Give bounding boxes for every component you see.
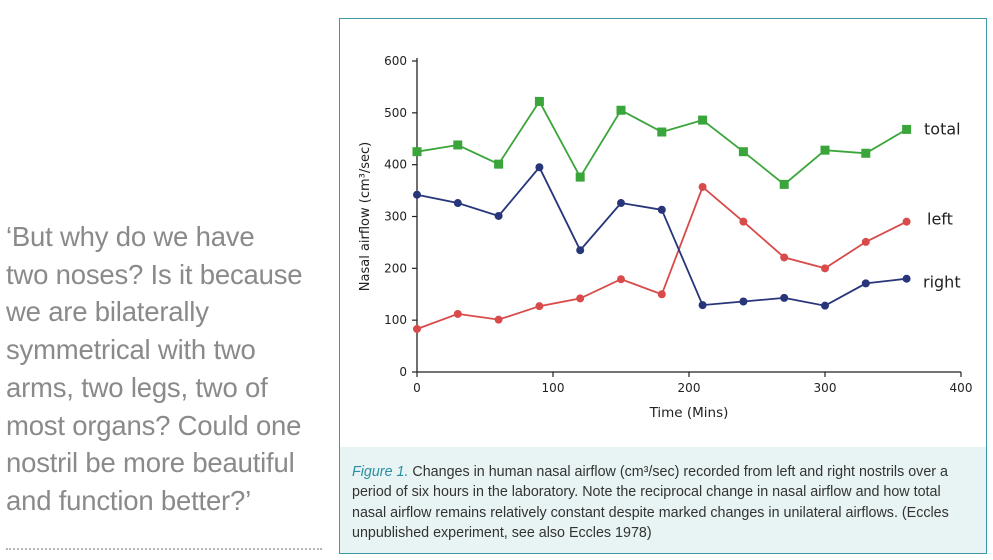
data-point-total [861, 148, 871, 158]
data-point-left [413, 324, 421, 333]
data-point-left [617, 275, 625, 284]
pull-quote-line: ‘But why do we have [6, 221, 255, 252]
data-point-right [739, 297, 748, 306]
data-point-right [535, 163, 544, 172]
data-point-right [657, 205, 666, 214]
y-tick-label: 0 [399, 365, 407, 379]
data-point-left [780, 253, 789, 262]
data-point-total [738, 147, 748, 157]
data-point-total [494, 159, 504, 169]
data-point-total [657, 127, 667, 137]
data-point-total [575, 172, 585, 182]
data-point-left [535, 302, 544, 311]
data-point-right [698, 301, 707, 310]
data-point-right [821, 301, 829, 310]
x-tick-label: 300 [814, 381, 837, 395]
pull-quote-line: symmetrical with two [6, 334, 256, 366]
data-point-total [412, 147, 422, 157]
pull-quote-line: we are bilaterally [6, 296, 209, 328]
data-point-left [861, 237, 870, 246]
data-point-left [494, 315, 503, 324]
data-point-total [534, 96, 544, 106]
data-point-total [820, 145, 830, 155]
data-point-total [453, 140, 463, 150]
pull-quote-line: nostril be more beautiful [6, 447, 295, 479]
x-axis-label: Time (Mins) [649, 405, 729, 421]
data-point-right [494, 211, 503, 220]
pull-quote-line: most organs? Could one [6, 409, 302, 441]
data-point-right [576, 246, 585, 255]
pull-quote: ‘But why do we have two noses? Is it bec… [6, 218, 326, 520]
caption-body: Changes in human nasal airflow (cm³/sec)… [352, 464, 949, 542]
y-tick-label: 100 [384, 313, 407, 327]
x-tick-label: 400 [950, 381, 973, 395]
data-point-right [453, 199, 462, 208]
y-tick-label: 500 [384, 106, 407, 120]
data-point-left [902, 217, 911, 226]
data-point-total [902, 124, 912, 134]
y-tick-label: 300 [384, 210, 407, 224]
series-label-right: right [923, 273, 961, 292]
pull-quote-line: arms, two legs, two of [6, 371, 268, 403]
x-tick-label: 200 [678, 381, 701, 395]
data-point-right [413, 190, 421, 199]
data-point-total [779, 179, 789, 189]
y-tick-label: 400 [384, 158, 407, 172]
nasal-airflow-chart: 0 100 200 300 400 500 600 0 100 200 300 400 Time (Mi… [358, 54, 973, 421]
data-point-left [698, 182, 707, 191]
series-label-total: total [924, 119, 961, 138]
data-point-left [657, 290, 666, 299]
caption-text: Figure 1. Changes in human nasal airflow… [352, 462, 974, 544]
series-label-left: left [927, 210, 953, 229]
x-tick-label: 100 [542, 381, 565, 395]
y-tick-label: 600 [384, 54, 407, 68]
series-line-right [416, 165, 907, 307]
data-point-total [698, 115, 708, 125]
data-point-left [453, 309, 462, 318]
series-line-total [416, 99, 908, 186]
dotted-divider [6, 548, 322, 550]
y-tick-label: 200 [384, 261, 407, 275]
figure-caption: Figure 1. Changes in human nasal airflow… [340, 447, 986, 553]
data-point-left [821, 264, 829, 273]
data-point-left [739, 217, 748, 226]
figure-box: 0 100 200 300 400 500 600 0 100 200 300 400 Time (Mi… [339, 18, 987, 554]
caption-figure-label: Figure 1. [352, 464, 409, 480]
pull-quote-line: and function better?’ [6, 484, 252, 516]
data-point-right [861, 279, 870, 288]
x-tick-label: 0 [413, 381, 421, 395]
y-axis-label: Nasal airflow (cm³/sec) [358, 142, 373, 291]
data-point-left [576, 294, 585, 303]
data-point-right [902, 274, 911, 283]
pull-quote-line: two noses? Is it because [6, 258, 303, 290]
data-point-right [617, 199, 625, 208]
data-point-total [616, 105, 626, 115]
data-point-right [780, 293, 789, 302]
